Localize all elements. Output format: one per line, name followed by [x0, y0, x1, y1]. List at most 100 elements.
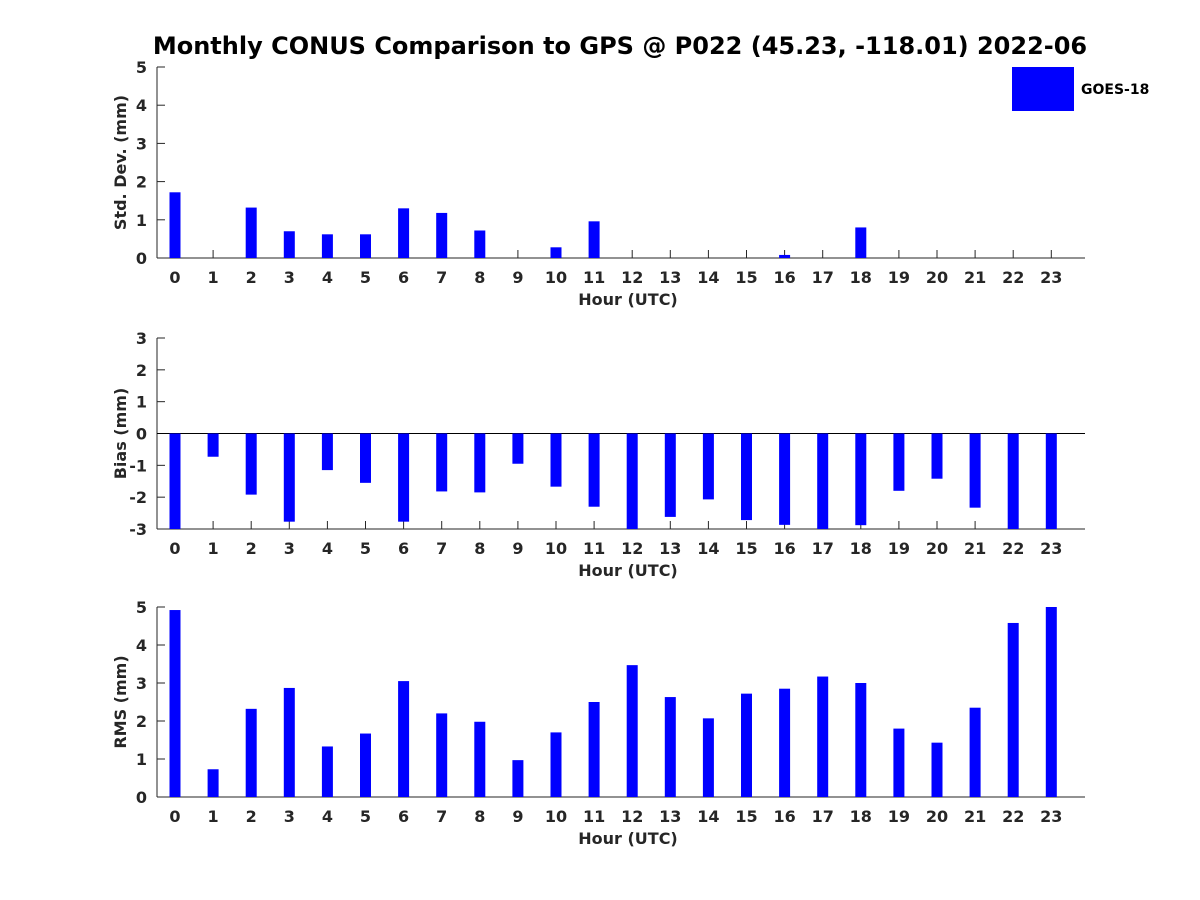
x-tick-label: 17 [812, 268, 834, 287]
x-tick-label: 9 [512, 539, 523, 558]
bar-hour-6 [398, 433, 410, 522]
x-tick-label: 7 [436, 268, 447, 287]
x-tick-label: 15 [735, 268, 757, 287]
y-tick-label: 1 [136, 211, 147, 230]
x-tick-label: 21 [964, 807, 986, 826]
bar-hour-8 [474, 433, 486, 493]
x-axis-label: Hour (UTC) [578, 290, 678, 309]
chart-title: Monthly CONUS Comparison to GPS @ P022 (… [153, 32, 1087, 60]
y-axis-label: Std. Dev. (mm) [111, 95, 130, 230]
legend-label: GOES-18 [1081, 82, 1149, 98]
x-tick-label: 15 [735, 807, 757, 826]
x-tick-label: 19 [888, 268, 910, 287]
bar-hour-12 [626, 433, 638, 529]
legend-swatch [1012, 67, 1074, 111]
x-axis-label: Hour (UTC) [578, 829, 678, 848]
x-tick-label: 23 [1040, 268, 1062, 287]
y-tick-label: 0 [136, 788, 147, 807]
bar-hour-11 [588, 702, 600, 797]
x-tick-label: 21 [964, 268, 986, 287]
x-tick-label: 11 [583, 539, 605, 558]
bar-hour-0 [169, 610, 181, 797]
bar-hour-22 [1007, 622, 1019, 797]
x-tick-label: 12 [621, 268, 643, 287]
y-tick-label: 2 [136, 712, 147, 731]
bar-hour-15 [741, 693, 752, 797]
bar-hour-12 [626, 665, 638, 797]
y-tick-label: 0 [136, 425, 147, 444]
x-tick-label: 6 [398, 539, 409, 558]
x-tick-label: 5 [360, 539, 371, 558]
x-tick-label: 8 [474, 539, 485, 558]
x-tick-label: 12 [621, 807, 643, 826]
y-tick-label: 1 [136, 393, 147, 412]
x-tick-label: 1 [208, 807, 219, 826]
bar-hour-1 [207, 769, 219, 797]
y-tick-label: -2 [129, 488, 147, 507]
bar-hour-9 [512, 433, 524, 464]
x-tick-label: 22 [1002, 807, 1024, 826]
x-tick-label: 1 [208, 268, 219, 287]
x-tick-label: 3 [284, 268, 295, 287]
x-tick-label: 22 [1002, 539, 1024, 558]
bar-hour-11 [588, 221, 600, 258]
bar-hour-7 [436, 713, 448, 797]
y-tick-label: 1 [136, 750, 147, 769]
x-tick-label: 13 [659, 807, 681, 826]
bar-hour-16 [779, 688, 791, 797]
x-tick-label: 23 [1040, 807, 1062, 826]
x-tick-label: 21 [964, 539, 986, 558]
x-tick-label: 9 [512, 807, 523, 826]
bar-hour-15 [741, 433, 752, 521]
x-tick-label: 14 [697, 539, 719, 558]
x-tick-label: 18 [850, 807, 872, 826]
bar-hour-19 [893, 433, 905, 491]
bar-hour-10 [550, 247, 562, 258]
bar-hour-8 [474, 230, 486, 258]
bar-hour-1 [207, 433, 219, 457]
x-tick-label: 11 [583, 807, 605, 826]
x-tick-label: 1 [208, 539, 219, 558]
x-tick-label: 20 [926, 539, 948, 558]
x-tick-label: 14 [697, 807, 719, 826]
bar-hour-20 [931, 742, 943, 797]
bar-hour-23 [1045, 607, 1057, 797]
bar-hour-4 [321, 746, 333, 797]
bar-hour-6 [398, 681, 410, 797]
x-tick-label: 17 [812, 539, 834, 558]
y-axis-label: RMS (mm) [111, 655, 130, 748]
y-tick-label: 2 [136, 173, 147, 192]
x-tick-label: 10 [545, 807, 567, 826]
bar-hour-17 [817, 433, 829, 529]
x-tick-label: 15 [735, 539, 757, 558]
x-tick-label: 11 [583, 268, 605, 287]
y-tick-label: 5 [136, 58, 147, 77]
bar-hour-3 [283, 433, 295, 522]
x-tick-label: 7 [436, 807, 447, 826]
bar-hour-2 [245, 207, 257, 258]
x-tick-label: 16 [773, 539, 795, 558]
bar-hour-5 [360, 433, 371, 483]
bar-hour-6 [398, 208, 410, 258]
y-tick-label: 4 [136, 96, 147, 115]
y-tick-label: 4 [136, 636, 147, 655]
x-tick-label: 14 [697, 268, 719, 287]
bar-hour-0 [169, 192, 181, 258]
legend: GOES-18 [1012, 67, 1149, 111]
bar-hour-4 [321, 234, 333, 258]
y-tick-label: 2 [136, 361, 147, 380]
bar-hour-7 [436, 433, 448, 492]
bar-hour-13 [664, 433, 676, 517]
bar-hour-20 [931, 433, 943, 479]
x-tick-label: 2 [246, 539, 257, 558]
x-tick-label: 0 [169, 807, 180, 826]
bar-hour-21 [969, 707, 981, 797]
bar-hour-18 [855, 433, 867, 526]
x-tick-label: 9 [512, 268, 523, 287]
x-tick-label: 18 [850, 268, 872, 287]
bar-hour-5 [360, 733, 371, 797]
x-tick-label: 7 [436, 539, 447, 558]
x-tick-label: 16 [773, 268, 795, 287]
x-axis-label: Hour (UTC) [578, 561, 678, 580]
